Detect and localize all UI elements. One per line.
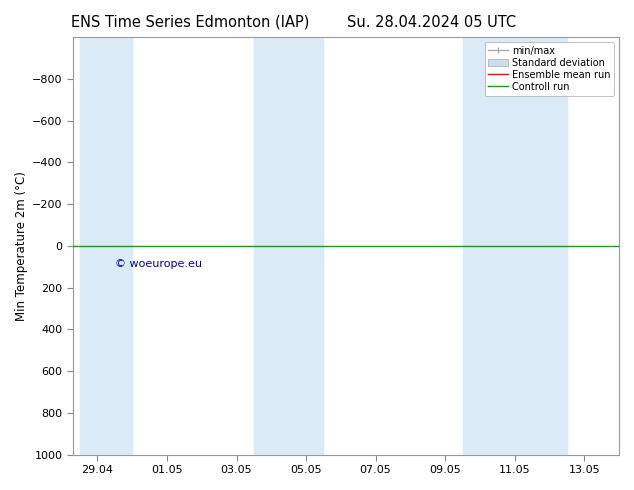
Text: ENS Time Series Edmonton (IAP): ENS Time Series Edmonton (IAP) — [71, 15, 309, 30]
Text: Su. 28.04.2024 05 UTC: Su. 28.04.2024 05 UTC — [347, 15, 515, 30]
Legend: min/max, Standard deviation, Ensemble mean run, Controll run: min/max, Standard deviation, Ensemble me… — [484, 42, 614, 96]
Bar — [254, 37, 323, 455]
Text: © woeurope.eu: © woeurope.eu — [115, 259, 202, 270]
Bar — [463, 37, 567, 455]
Y-axis label: Min Temperature 2m (°C): Min Temperature 2m (°C) — [15, 171, 28, 321]
Bar — [80, 37, 133, 455]
